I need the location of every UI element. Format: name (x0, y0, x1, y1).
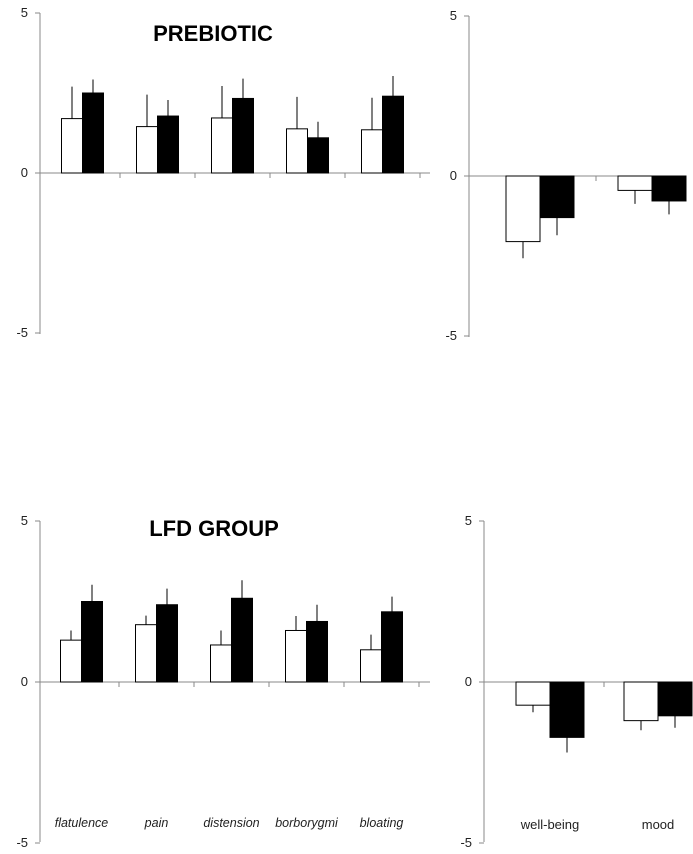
panel2-y-tick-label: -5 (445, 328, 457, 343)
panel1-bar-borborygmi-s1 (286, 128, 308, 174)
panel2-bar-well-being-s2 (539, 175, 575, 219)
panel1-bar-distension-s1 (211, 117, 233, 174)
panel1-bar-distension-s2 (232, 97, 254, 174)
panel4-bar-well-being-s1 (515, 681, 551, 706)
panel1-y-tick-label: -5 (16, 325, 28, 340)
panel3-category-label: borborygmi (275, 816, 339, 830)
panel3-bar-bloating-s1 (360, 649, 382, 683)
panel4-category-label: well-being (520, 817, 580, 832)
panel1-bar-bloating-s2 (382, 95, 404, 174)
panel3-bar-borborygmi-s1 (285, 629, 307, 683)
panel2-bar-well-being-s1 (505, 175, 541, 243)
panel2-y-tick-label: 0 (450, 168, 457, 183)
panel1-y-tick-label: 0 (21, 165, 28, 180)
panel4-category-label: mood (642, 817, 675, 832)
panel2-y-tick-label: 5 (450, 8, 457, 23)
panel3-category-label: distension (203, 816, 259, 830)
panel2-bar-mood-s1 (617, 175, 653, 191)
panel1-bar-flatulence-s2 (82, 92, 104, 174)
panel4-bar-well-being-s2 (549, 681, 585, 738)
panel3-y-tick-label: 0 (21, 674, 28, 689)
panel1-title: PREBIOTIC (153, 21, 273, 46)
panel1-bar-pain-s1 (136, 126, 158, 174)
panel4-bar-mood-s2 (657, 681, 693, 717)
panel4-y-tick-label: 0 (465, 674, 472, 689)
panel1-bar-bloating-s1 (361, 129, 383, 174)
panel3-y-tick-label: 5 (21, 513, 28, 528)
panel1-bar-flatulence-s1 (61, 118, 83, 174)
panel4-bar-mood-s1 (623, 681, 659, 722)
panel3-bar-flatulence-s2 (81, 601, 103, 683)
panel1-bar-borborygmi-s2 (307, 137, 329, 174)
panel3-bar-distension-s1 (210, 644, 232, 683)
panel3-bar-pain-s2 (156, 604, 178, 683)
panel1-bar-pain-s2 (157, 115, 179, 174)
panel3-title: LFD GROUP (149, 516, 279, 541)
panel3-bar-borborygmi-s2 (306, 620, 328, 683)
panel1-y-tick-label: 5 (21, 5, 28, 20)
panel3-category-label: pain (144, 816, 169, 830)
panel3-category-label: bloating (360, 816, 404, 830)
panel3-bar-distension-s2 (231, 597, 253, 683)
panel3-bar-bloating-s2 (381, 611, 403, 683)
panel2-bar-mood-s2 (651, 175, 687, 202)
panel3-category-label: flatulence (55, 816, 109, 830)
panel3-bar-pain-s1 (135, 624, 157, 683)
panel3-y-tick-label: -5 (16, 835, 28, 850)
panel4-y-tick-label: 5 (465, 513, 472, 528)
panel4-y-tick-label: -5 (460, 835, 472, 850)
panel3-bar-flatulence-s1 (60, 639, 82, 683)
